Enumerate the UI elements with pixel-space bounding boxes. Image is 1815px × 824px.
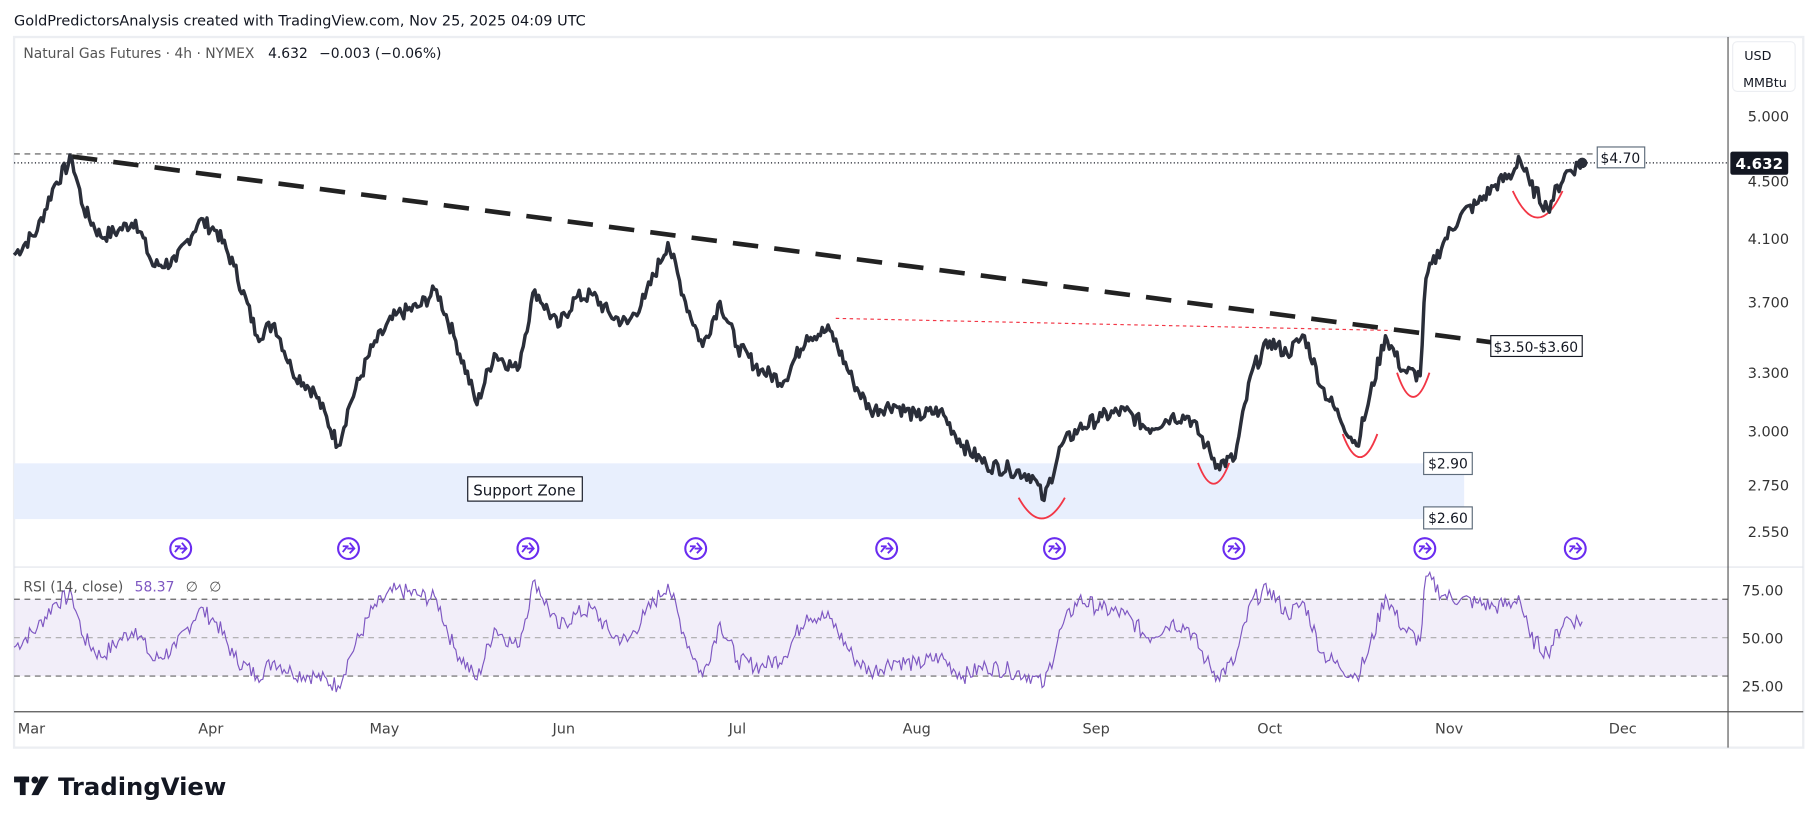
rollover-arrow-icon bbox=[1227, 542, 1241, 554]
month-tick-label: Oct bbox=[1257, 722, 1282, 738]
rollover-arrow-icon bbox=[521, 542, 535, 554]
rsi-legend: RSI (14, close) 58.37 ∅ ∅ bbox=[23, 579, 221, 595]
tradingview-wordmark: TradingView bbox=[58, 772, 226, 801]
rsi-extra-2: ∅ bbox=[209, 579, 221, 595]
support-top-label[interactable]: $2.90 bbox=[1423, 451, 1473, 476]
rsi-tick-label: 25.00 bbox=[1742, 679, 1783, 695]
breakout-label[interactable]: $3.50-$3.60 bbox=[1490, 335, 1583, 358]
rollover-arrow-icon bbox=[1418, 542, 1432, 554]
rollover-arrow-icon bbox=[342, 542, 356, 554]
event-markers[interactable] bbox=[169, 537, 1587, 561]
rollover-arrow-icon bbox=[1047, 542, 1062, 554]
symbol-legend: Natural Gas Futures · 4h · NYMEX 4.632 −… bbox=[23, 46, 441, 62]
downtrend-line[interactable] bbox=[71, 154, 1496, 346]
support-bottom-text: $2.60 bbox=[1428, 511, 1468, 527]
support-top-text: $2.90 bbox=[1428, 457, 1468, 473]
neckline-line[interactable] bbox=[835, 317, 1392, 332]
attribution-text: GoldPredictorsAnalysis created with Trad… bbox=[14, 13, 586, 29]
rollover-arrow-icon bbox=[1568, 542, 1583, 554]
unit-button[interactable]: USD MMBtu bbox=[1732, 41, 1796, 93]
currency-label: USD bbox=[1744, 49, 1771, 64]
rollover-arrow-icon bbox=[689, 542, 703, 554]
rounded-bottom-arc[interactable] bbox=[1511, 190, 1564, 219]
rollover-arrow-icon bbox=[174, 542, 188, 554]
rounded-bottom-arc[interactable] bbox=[1017, 497, 1066, 520]
rsi-extra-1: ∅ bbox=[186, 579, 198, 595]
month-tick-label: Jun bbox=[551, 722, 575, 738]
price-axis[interactable]: 5.000 4.500 4.100 3.700 3.300 3.000 2.750 2.550… bbox=[1742, 110, 1789, 696]
price-tick-label: 4.100 bbox=[1748, 232, 1789, 248]
support-zone-rect bbox=[14, 463, 1465, 520]
price-tick-label: 4.500 bbox=[1748, 175, 1789, 191]
price-tick-label: 2.550 bbox=[1748, 525, 1789, 541]
price-tick-label: 2.750 bbox=[1748, 478, 1789, 494]
last-price: 4.632 bbox=[268, 46, 308, 62]
rsi-line bbox=[13, 570, 1583, 693]
tradingview-logo[interactable]: TradingView bbox=[14, 772, 226, 801]
month-tick-label: Apr bbox=[198, 722, 223, 738]
support-zone bbox=[14, 463, 1465, 520]
rsi-pane bbox=[13, 570, 1729, 693]
time-axis[interactable]: Mar Apr May Jun Jul Aug Sep Oct Nov Dec bbox=[18, 722, 1637, 738]
last-price-dot bbox=[1577, 157, 1588, 169]
annotations bbox=[14, 153, 1729, 520]
rounded-bottom-arc[interactable] bbox=[1197, 462, 1231, 485]
month-tick-label: Aug bbox=[903, 722, 931, 738]
rsi-value: 58.37 bbox=[135, 579, 175, 595]
support-bottom-label[interactable]: $2.60 bbox=[1423, 506, 1473, 530]
price-tick-label: 5.000 bbox=[1748, 110, 1789, 126]
support-zone-label[interactable]: Support Zone bbox=[467, 476, 583, 502]
price-tick-label: 3.700 bbox=[1748, 295, 1789, 311]
price-tick-label: 3.300 bbox=[1748, 366, 1789, 382]
current-price-tag: 4.632 bbox=[1730, 151, 1789, 175]
rounded-bottom-arc[interactable] bbox=[1341, 433, 1379, 458]
month-tick-label: Dec bbox=[1609, 722, 1637, 738]
current-price-value: 4.632 bbox=[1736, 155, 1784, 173]
price-tick-label: 3.000 bbox=[1748, 425, 1789, 441]
unit-label: MMBtu bbox=[1743, 76, 1787, 91]
rsi-name: RSI (14, close) bbox=[23, 579, 123, 595]
month-tick-label: Mar bbox=[18, 722, 45, 738]
month-tick-label: May bbox=[369, 722, 399, 738]
price-series bbox=[12, 153, 1588, 503]
month-tick-label: Jul bbox=[728, 722, 746, 738]
rollover-arrow-icon bbox=[880, 542, 894, 554]
price-line bbox=[12, 153, 1584, 503]
symbol-name: Natural Gas Futures · 4h · NYMEX bbox=[23, 46, 255, 62]
price-change: −0.003 (−0.06%) bbox=[319, 46, 441, 62]
month-tick-label: Sep bbox=[1083, 722, 1110, 738]
rsi-tick-label: 50.00 bbox=[1742, 631, 1783, 647]
breakout-label-text: $3.50-$3.60 bbox=[1494, 340, 1578, 356]
resistance-label[interactable]: $4.70 bbox=[1596, 146, 1646, 169]
tradingview-logo-icon bbox=[14, 776, 49, 796]
rsi-tick-label: 75.00 bbox=[1742, 583, 1783, 599]
support-zone-text: Support Zone bbox=[473, 481, 575, 499]
month-tick-label: Nov bbox=[1435, 722, 1464, 738]
rounded-bottom-arc[interactable] bbox=[1396, 372, 1431, 398]
resistance-label-text: $4.70 bbox=[1601, 151, 1641, 167]
